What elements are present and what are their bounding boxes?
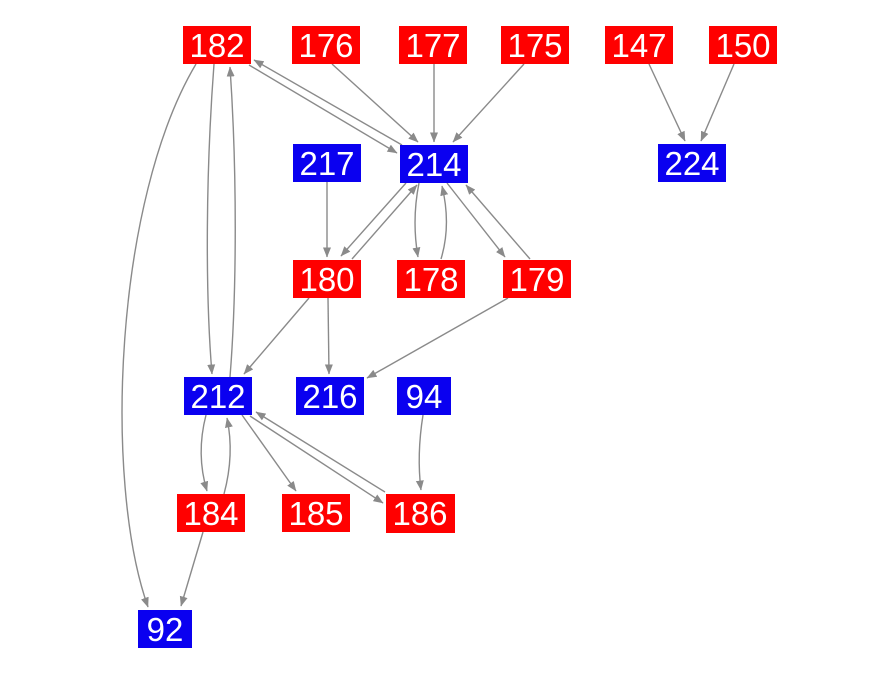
edge-94-to-186	[415, 414, 424, 491]
node-186: 186	[385, 493, 455, 533]
edge-179-to-216	[366, 297, 509, 379]
node-label: 176	[298, 26, 354, 64]
node-label: 177	[405, 26, 461, 64]
node-label: 150	[715, 26, 771, 64]
node-label: 185	[288, 494, 344, 532]
node-label: 178	[403, 260, 459, 298]
edge-176-to-214	[331, 63, 419, 143]
node-184: 184	[177, 494, 245, 532]
edge-179-to-214	[465, 184, 531, 260]
node-94: 94	[397, 377, 451, 415]
edge-214-to-182	[253, 59, 403, 146]
edge-180-to-216	[324, 297, 333, 375]
edge-212-to-182	[226, 66, 236, 378]
edge-214-to-179	[446, 182, 506, 258]
edge-182-to-212	[206, 63, 216, 375]
node-147: 147	[605, 26, 673, 64]
node-92: 92	[138, 610, 192, 648]
edge-184-to-212	[223, 417, 233, 495]
edge-182-to-92	[121, 63, 197, 608]
edge-186-to-212	[255, 411, 386, 493]
edge-group	[121, 59, 735, 608]
edge-214-to-178	[412, 182, 421, 258]
node-212: 212	[184, 377, 252, 415]
node-180: 180	[293, 260, 361, 298]
edge-147-to-224	[648, 63, 686, 142]
node-label: 179	[509, 260, 565, 298]
node-176: 176	[292, 26, 360, 64]
edge-212-to-185	[241, 414, 297, 492]
node-label: 175	[507, 26, 563, 64]
node-175: 175	[501, 26, 569, 64]
node-label: 217	[299, 144, 355, 182]
node-214: 214	[400, 145, 468, 183]
edge-180-to-214	[351, 184, 418, 260]
node-label: 92	[146, 610, 184, 648]
node-216: 216	[296, 377, 364, 415]
node-182: 182	[183, 26, 251, 64]
node-185: 185	[282, 494, 350, 532]
edge-150-to-224	[700, 63, 735, 142]
node-label: 94	[405, 377, 443, 415]
edge-182-to-214	[248, 64, 398, 154]
edge-175-to-214	[452, 63, 525, 143]
node-179: 179	[503, 260, 571, 298]
node-217: 217	[293, 144, 361, 182]
node-224: 224	[658, 144, 726, 182]
node-label: 184	[183, 494, 239, 532]
node-label: 216	[302, 377, 358, 415]
node-label: 180	[299, 260, 355, 298]
edge-214-to-180	[340, 182, 407, 257]
edge-212-to-184	[200, 414, 209, 492]
edge-180-to-212	[243, 297, 310, 375]
node-178: 178	[397, 260, 465, 298]
node-label: 182	[189, 26, 245, 64]
edge-184-to-92	[179, 531, 204, 607]
node-label: 224	[664, 144, 720, 182]
node-label: 214	[406, 145, 462, 183]
node-150: 150	[709, 26, 777, 64]
node-label: 212	[190, 377, 246, 415]
edge-212-to-186	[249, 415, 384, 504]
node-label: 186	[392, 494, 448, 532]
edge-178-to-214	[440, 185, 449, 260]
node-177: 177	[399, 26, 467, 64]
node-label: 147	[611, 26, 667, 64]
